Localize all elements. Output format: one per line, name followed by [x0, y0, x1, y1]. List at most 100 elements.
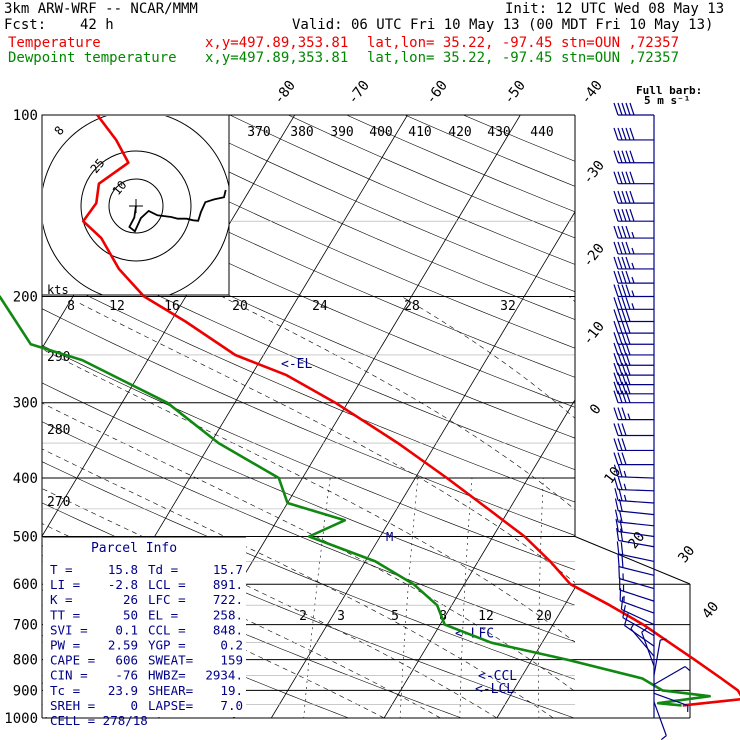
parcel-field-label: LI =	[50, 577, 80, 592]
temperature-legend-label: Temperature	[8, 35, 101, 51]
parcel-field-value: 15.7	[213, 562, 243, 577]
parcel-field-value: 0.2	[220, 638, 243, 653]
mixing-ratio-label: 16	[164, 299, 180, 314]
wind-barb	[613, 171, 654, 185]
dewpoint-profile-line	[0, 295, 711, 707]
isotherm-label: -50	[501, 78, 529, 108]
mixing-ratio-low-label: 20	[536, 609, 552, 624]
theta-label: 390	[330, 125, 353, 140]
dry-adiabat	[42, 139, 575, 378]
isotherm-label: -10	[580, 319, 608, 349]
isotherm-label: -40	[578, 78, 606, 108]
dry-adiabat	[42, 589, 350, 718]
wind-barb	[613, 438, 654, 452]
wind-barbs	[613, 102, 691, 740]
dry-adiabat	[42, 171, 575, 408]
parcel-field-value: 722.	[213, 592, 243, 607]
temperature-xy: x,y=497.89,353.81	[205, 35, 349, 51]
parcel-field-label: CCL =	[148, 622, 186, 637]
dry-adiabat	[346, 115, 575, 213]
wind-barb	[613, 127, 654, 141]
wind-barb	[613, 320, 654, 334]
isotherm-line	[270, 211, 575, 718]
parcel-field-value: 159	[220, 653, 243, 668]
parcel-field-value: 606	[115, 653, 138, 668]
moist-adiabat	[78, 302, 575, 583]
wind-barb	[613, 256, 654, 270]
wind-barb	[613, 353, 654, 366]
isotherm-label: 30	[675, 543, 698, 566]
hodograph-trace	[128, 189, 227, 233]
wind-barb	[614, 509, 655, 527]
mixing-ratio-label: 32	[500, 299, 516, 314]
mixing-ratio-label: 28	[404, 299, 420, 314]
model-title: 3km ARW-WRF -- NCAR/MMM	[4, 1, 198, 17]
grid-lines-clipped	[42, 115, 740, 719]
parcel-field-label: TT =	[50, 607, 80, 622]
parcel-panel-bg	[43, 537, 246, 717]
level-marker-m: M	[386, 530, 393, 544]
wind-barb	[620, 596, 655, 626]
wind-barb	[622, 605, 655, 637]
pressure-tick-label: 500	[13, 529, 38, 545]
valid-time: Valid: 06 UTC Fri 10 May 13 (00 MDT Fri …	[292, 17, 714, 33]
mixing-ratio-label: 24	[312, 299, 328, 314]
theta-label: 370	[247, 125, 270, 140]
isotherm-label: 40	[699, 599, 722, 622]
pressure-tick-label: 100	[13, 108, 38, 124]
dewpoint-station: stn=OUN ,72357	[561, 50, 680, 66]
parcel-field-label: LAPSE=	[148, 698, 193, 713]
mixing-ratio-low-label: 2	[299, 609, 307, 624]
wind-barb	[614, 498, 655, 516]
isotherm-label: -60	[423, 78, 451, 108]
wind-barb	[613, 241, 654, 255]
dry-adiabat	[42, 238, 575, 470]
mixing-ratio-line	[459, 477, 473, 718]
moist-adiabat	[43, 349, 575, 643]
dry-adiabat	[42, 344, 575, 571]
wind-barb	[613, 332, 654, 345]
wind-barb	[613, 342, 654, 356]
wind-barb	[630, 622, 655, 657]
parcel-field-label: CAPE =	[50, 653, 95, 668]
isotherm-line	[383, 399, 575, 718]
parcel-field-label: LCL =	[148, 577, 186, 592]
parcel-field-value: 258.	[213, 607, 243, 622]
mixing-ratio-low-label: 3	[337, 609, 345, 624]
dry-adiabat	[42, 272, 575, 503]
wind-barb	[613, 225, 654, 239]
profile-lines	[0, 114, 740, 707]
parcel-field-label: Tc =	[50, 683, 80, 698]
wind-barb	[617, 553, 655, 576]
theta-label: 420	[448, 125, 471, 140]
parcel-field-value: 50	[123, 607, 138, 622]
dry-adiabat	[42, 204, 575, 439]
wind-barb	[619, 577, 655, 602]
parcel-field-value: 0.1	[115, 622, 138, 637]
wind-key-line1: Full barb:	[636, 84, 702, 97]
kts-label: kts	[47, 283, 69, 297]
hodo-ring-middle	[80, 150, 192, 262]
dewpoint-legend-label: Dewpoint temperature	[8, 50, 177, 66]
parcel-field-value: 0	[130, 698, 138, 713]
level-marker: <-CCL	[478, 669, 517, 684]
level-marker: <-EL	[281, 357, 312, 372]
wind-barb	[623, 613, 655, 647]
wind-barb	[613, 464, 655, 479]
parcel-field-label: EL =	[148, 607, 178, 622]
dry-adiabat	[42, 421, 575, 643]
wind-barb	[653, 701, 667, 740]
isotherm-label: 10	[601, 464, 624, 487]
parcel-field-label: Td =	[148, 562, 178, 577]
wind-barb	[613, 208, 654, 222]
dewpoint-xy: x,y=497.89,353.81	[205, 50, 349, 66]
hodo-ring-inner	[108, 178, 164, 234]
parcel-field-label: PW =	[50, 638, 80, 653]
forecast-label: Fcst:	[4, 17, 47, 33]
mixing-ratio-label: 12	[109, 299, 125, 314]
parcel-cell: CELL = 278/18	[50, 713, 148, 728]
isotherm-label: -30	[580, 158, 608, 188]
parcel-field-value: -76	[115, 668, 138, 683]
moist-adiabat	[701, 297, 740, 719]
